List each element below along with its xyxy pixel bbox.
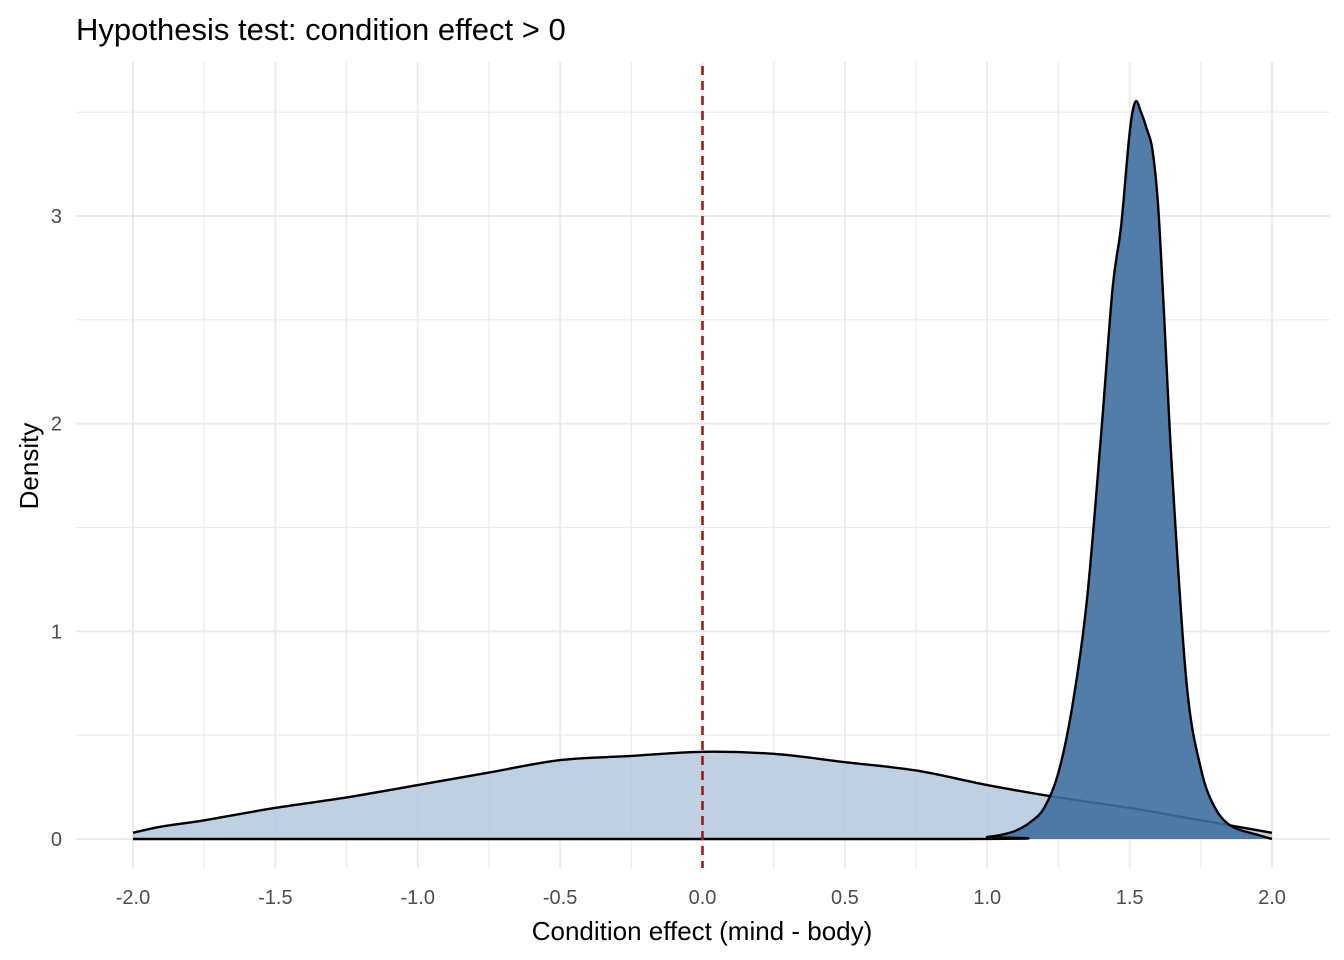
y-tick-label: 1	[51, 621, 62, 643]
x-tick-label: -2.0	[116, 887, 150, 909]
x-tick-label: -1.0	[401, 887, 435, 909]
tick-labels: -2.0 -1.5 -1.0 -0.5 0.0 0.5 1.0 1.5 2.0 0 1 2 3	[51, 206, 1286, 909]
y-tick-label: 2	[51, 414, 62, 436]
x-axis-title: Condition effect (mind - body)	[532, 916, 873, 946]
x-tick-label: -1.5	[258, 887, 292, 909]
y-axis-title: Density	[14, 423, 44, 510]
x-tick-label: -0.5	[543, 887, 577, 909]
chart-title: Hypothesis test: condition effect > 0	[76, 12, 566, 47]
y-tick-label: 3	[51, 206, 62, 228]
x-tick-label: 1.0	[973, 887, 1001, 909]
density-outline-2	[133, 99, 1273, 841]
density-area-2	[133, 101, 1272, 839]
x-tick-label: 2.0	[1258, 887, 1286, 909]
y-tick-label: 0	[51, 829, 62, 851]
x-tick-label: 0.5	[831, 887, 859, 909]
x-tick-label: 1.5	[1116, 887, 1144, 909]
density-area-1	[133, 751, 1272, 839]
density-areas	[132, 99, 1273, 841]
x-tick-label: 0.0	[689, 887, 717, 909]
